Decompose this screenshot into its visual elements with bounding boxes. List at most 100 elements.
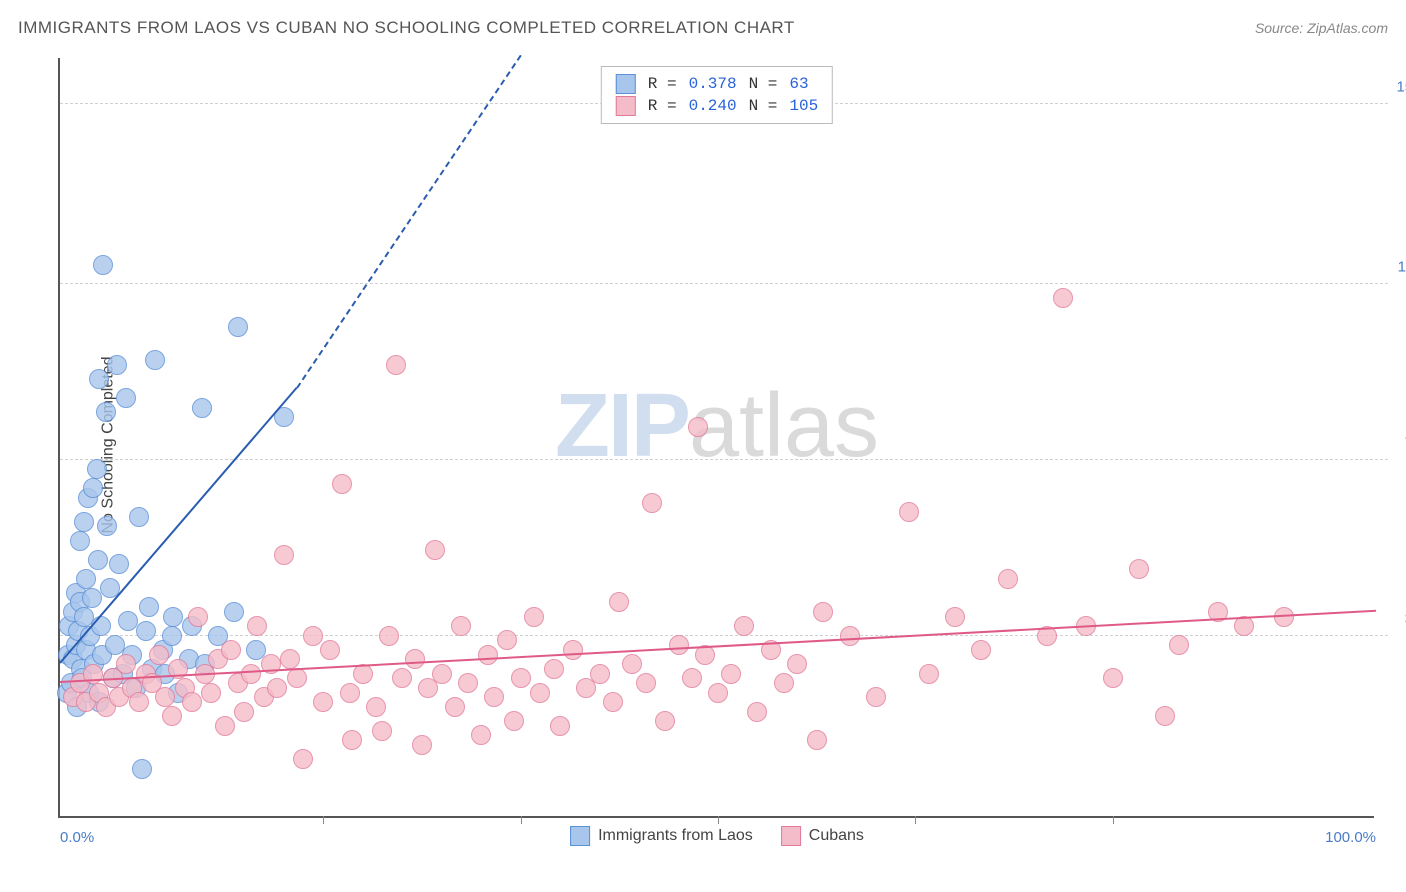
- data-point: [590, 664, 610, 684]
- data-point: [155, 687, 175, 707]
- data-point: [919, 664, 939, 684]
- data-point: [107, 355, 127, 375]
- data-point: [478, 645, 498, 665]
- data-point: [544, 659, 564, 679]
- data-point: [497, 630, 517, 650]
- n-label: N =: [749, 97, 778, 115]
- source-attribution: Source: ZipAtlas.com: [1255, 20, 1388, 36]
- data-point: [241, 664, 261, 684]
- data-point: [688, 417, 708, 437]
- data-point: [136, 621, 156, 641]
- data-point: [445, 697, 465, 717]
- data-point: [332, 474, 352, 494]
- data-point: [405, 649, 425, 669]
- data-point: [215, 716, 235, 736]
- xtick-label: 0.0%: [60, 829, 94, 846]
- data-point: [971, 640, 991, 660]
- r-value-1: 0.378: [689, 75, 737, 93]
- data-point: [787, 654, 807, 674]
- stats-legend: R = 0.378 N = 63 R = 0.240 N = 105: [601, 66, 833, 124]
- data-point: [372, 721, 392, 741]
- data-point: [139, 597, 159, 617]
- gridline: [60, 459, 1388, 460]
- data-point: [313, 692, 333, 712]
- data-point: [603, 692, 623, 712]
- data-point: [163, 607, 183, 627]
- n-value-1: 63: [789, 75, 808, 93]
- data-point: [129, 692, 149, 712]
- trendline: [296, 54, 521, 388]
- xtick: [718, 816, 719, 824]
- chart-area: No Schooling Completed ZIPatlas R = 0.37…: [58, 50, 1388, 840]
- chart-header: IMMIGRANTS FROM LAOS VS CUBAN NO SCHOOLI…: [18, 18, 1388, 38]
- data-point: [96, 402, 116, 422]
- data-point: [1129, 559, 1149, 579]
- data-point: [458, 673, 478, 693]
- data-point: [287, 668, 307, 688]
- data-point: [274, 545, 294, 565]
- data-point: [524, 607, 544, 627]
- data-point: [451, 616, 471, 636]
- data-point: [221, 640, 241, 660]
- data-point: [366, 697, 386, 717]
- data-point: [342, 730, 362, 750]
- data-point: [511, 668, 531, 688]
- data-point: [484, 687, 504, 707]
- data-point: [774, 673, 794, 693]
- swatch-series2: [781, 826, 801, 846]
- data-point: [432, 664, 452, 684]
- data-point: [83, 478, 103, 498]
- watermark-part1: ZIP: [555, 376, 689, 476]
- ytick-label: 11.2%: [1398, 259, 1406, 276]
- data-point: [655, 711, 675, 731]
- series-legend: Immigrants from Laos Cubans: [570, 826, 864, 846]
- data-point: [504, 711, 524, 731]
- data-point: [76, 569, 96, 589]
- data-point: [425, 540, 445, 560]
- data-point: [82, 588, 102, 608]
- data-point: [182, 692, 202, 712]
- data-point: [267, 678, 287, 698]
- watermark: ZIPatlas: [555, 375, 879, 478]
- gridline: [60, 283, 1388, 284]
- data-point: [412, 735, 432, 755]
- data-point: [945, 607, 965, 627]
- data-point: [998, 569, 1018, 589]
- data-point: [550, 716, 570, 736]
- xtick: [521, 816, 522, 824]
- data-point: [1155, 706, 1175, 726]
- data-point: [88, 550, 108, 570]
- data-point: [669, 635, 689, 655]
- data-point: [280, 649, 300, 669]
- data-point: [682, 668, 702, 688]
- data-point: [1169, 635, 1189, 655]
- data-point: [89, 369, 109, 389]
- data-point: [813, 602, 833, 622]
- data-point: [149, 645, 169, 665]
- legend-label-1: Immigrants from Laos: [598, 827, 753, 845]
- data-point: [609, 592, 629, 612]
- n-value-2: 105: [789, 97, 818, 115]
- data-point: [320, 640, 340, 660]
- data-point: [97, 516, 117, 536]
- data-point: [116, 388, 136, 408]
- data-point: [91, 616, 111, 636]
- legend-item-series1: Immigrants from Laos: [570, 826, 753, 846]
- xtick-label: 100.0%: [1325, 829, 1376, 846]
- data-point: [392, 668, 412, 688]
- data-point: [303, 626, 323, 646]
- data-point: [530, 683, 550, 703]
- r-value-2: 0.240: [689, 97, 737, 115]
- legend-label-2: Cubans: [809, 827, 864, 845]
- n-label: N =: [749, 75, 778, 93]
- data-point: [379, 626, 399, 646]
- scatter-plot: ZIPatlas R = 0.378 N = 63 R = 0.240 N = …: [58, 58, 1374, 818]
- data-point: [840, 626, 860, 646]
- data-point: [622, 654, 642, 674]
- data-point: [192, 398, 212, 418]
- data-point: [899, 502, 919, 522]
- data-point: [866, 687, 886, 707]
- data-point: [224, 602, 244, 622]
- data-point: [201, 683, 221, 703]
- data-point: [386, 355, 406, 375]
